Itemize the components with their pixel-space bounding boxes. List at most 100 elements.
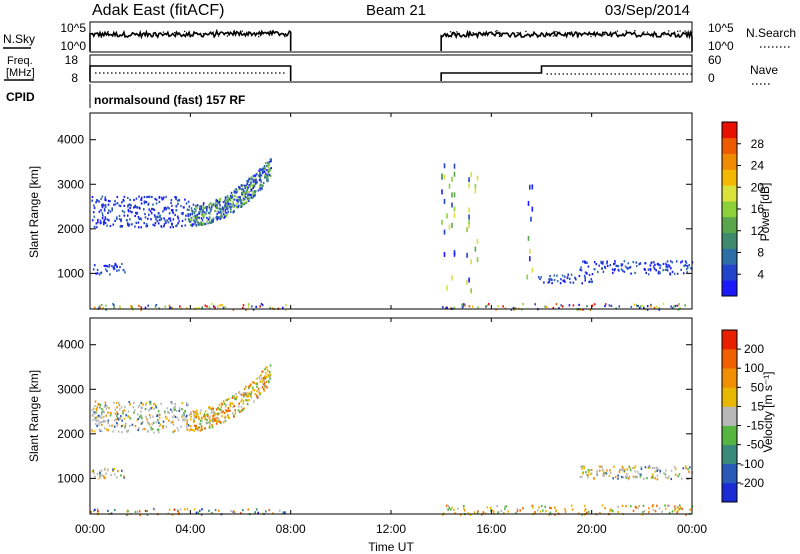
heatmap-cell	[162, 426, 164, 429]
heatmap-cell	[677, 475, 679, 478]
noise-point	[643, 31, 645, 33]
heatmap-cell	[103, 475, 105, 478]
heatmap-cell	[118, 408, 121, 411]
heatmap-cell	[173, 414, 175, 417]
heatmap-cell	[96, 473, 99, 476]
heatmap-cell	[248, 399, 250, 402]
heatmap-cell	[237, 200, 239, 203]
heatmap-cell	[614, 262, 616, 265]
heatmap-cell	[236, 199, 238, 202]
heatmap-cell	[200, 409, 202, 412]
heatmap-cell	[255, 382, 257, 385]
colorbar-swatch	[722, 280, 737, 297]
heatmap-cell	[224, 419, 227, 422]
heatmap-cell	[653, 267, 656, 270]
heatmap-cell	[644, 262, 647, 265]
heatmap-cell	[209, 422, 212, 425]
heatmap-cell	[184, 198, 186, 201]
heatmap-cell	[225, 215, 228, 218]
heatmap-cell	[264, 176, 266, 179]
heatmap-cell	[101, 212, 104, 215]
colorbar-swatch	[722, 201, 737, 218]
heatmap-cell	[205, 422, 207, 425]
heatmap-cell	[219, 304, 221, 307]
y-tick-label: 3000	[57, 177, 84, 191]
noise-point	[449, 31, 452, 33]
heatmap-cell	[242, 408, 245, 411]
heatmap-cell	[182, 414, 185, 417]
heatmap-cell	[148, 409, 150, 412]
heatmap-cell	[140, 410, 142, 413]
heatmap-cell	[196, 411, 198, 414]
heatmap-cell	[129, 218, 131, 221]
heatmap-cell	[117, 418, 120, 421]
heatmap-cell	[638, 504, 641, 508]
heatmap-cell	[135, 211, 137, 214]
heatmap-cell	[194, 207, 196, 211]
heatmap-cell	[216, 218, 218, 221]
heatmap-cell	[100, 413, 103, 416]
heatmap-cell	[156, 414, 159, 417]
heatmap-cell	[267, 161, 269, 164]
heatmap-cell	[647, 268, 650, 271]
heatmap-cell	[593, 477, 596, 480]
heatmap-cell	[122, 412, 124, 415]
heatmap-cell	[259, 173, 261, 176]
colorbar-tick-label: 24	[751, 159, 765, 173]
heatmap-cell	[617, 477, 619, 480]
heatmap-cell	[252, 308, 255, 311]
heatmap-cell	[197, 222, 200, 225]
heatmap-cell	[163, 208, 166, 211]
heatmap-cell	[208, 306, 211, 309]
heatmap-cell	[193, 414, 196, 418]
heatmap-cell	[163, 225, 165, 228]
noise-point	[655, 33, 657, 35]
heatmap-cell	[223, 216, 225, 219]
colorbar-tick-label: 12	[751, 224, 765, 238]
heatmap-cell	[247, 392, 249, 395]
heatmap-cell	[107, 203, 110, 206]
heatmap-cell	[252, 175, 254, 178]
heatmap-cell	[684, 465, 687, 468]
heatmap-cell	[203, 214, 206, 217]
heatmap-cell	[684, 264, 687, 267]
heatmap-cell	[255, 182, 257, 185]
heatmap-cell	[468, 222, 470, 228]
heatmap-cell	[260, 302, 263, 306]
heatmap-cell	[256, 377, 258, 380]
heatmap-cell	[269, 373, 271, 376]
noise-point	[182, 33, 185, 35]
heatmap-cell	[237, 189, 239, 192]
heatmap-cell	[105, 407, 108, 410]
heatmap-cell	[253, 174, 256, 177]
heatmap-cell	[101, 204, 103, 207]
heatmap-cell	[653, 306, 656, 309]
heatmap-cell	[598, 264, 600, 267]
heatmap-cell	[211, 204, 213, 207]
heatmap-cell	[632, 467, 634, 470]
heatmap-cell	[105, 199, 107, 202]
heatmap-cell	[191, 428, 194, 432]
heatmap-cell	[104, 268, 107, 271]
heatmap-cell	[235, 190, 237, 193]
heatmap-cell	[216, 205, 218, 208]
heatmap-cell	[102, 306, 104, 309]
heatmap-cell	[550, 278, 552, 281]
heatmap-cell	[99, 406, 101, 409]
heatmap-cell	[220, 211, 222, 214]
heatmap-cell	[231, 396, 234, 399]
nave-tick-bottom: 0	[708, 71, 715, 85]
heatmap-cell	[263, 379, 265, 382]
heatmap-cell	[265, 164, 268, 167]
heatmap-cell	[157, 212, 160, 215]
heatmap-cell	[261, 386, 264, 389]
heatmap-cell	[237, 198, 240, 201]
heatmap-cell	[108, 265, 110, 268]
heatmap-cell	[148, 208, 150, 211]
heatmap-cell	[467, 512, 470, 515]
heatmap-cell	[454, 512, 456, 515]
heatmap-cell	[211, 420, 214, 423]
heatmap-cell	[227, 414, 229, 417]
heatmap-cell	[571, 508, 574, 511]
